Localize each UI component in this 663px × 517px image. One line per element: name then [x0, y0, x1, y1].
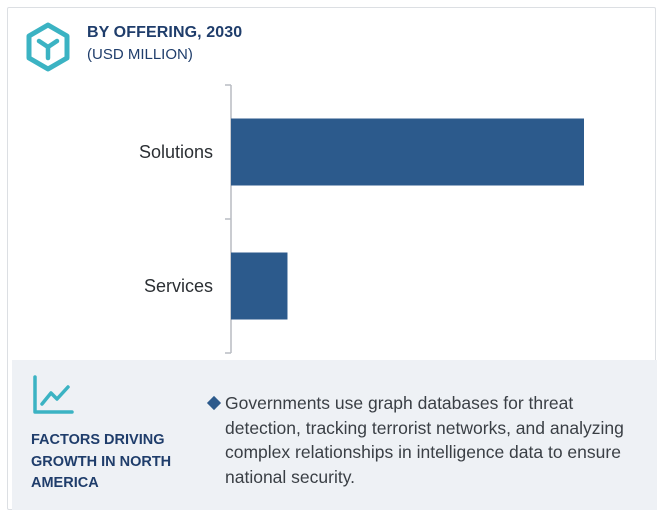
- factor-bullet-text: Governments use graph databases for thre…: [225, 393, 624, 487]
- category-label-solutions: Solutions: [139, 142, 213, 162]
- chart-subtitle: (USD MILLION): [87, 46, 193, 63]
- hexagon-cube-icon: [26, 22, 70, 72]
- chart-title: BY OFFERING, 2030: [87, 24, 243, 41]
- factors-panel: FACTORS DRIVING GROWTH IN NORTH AMERICA …: [12, 360, 657, 510]
- bar-solutions: [231, 118, 584, 186]
- bar-chart: Solutions Services: [139, 84, 584, 354]
- chart-header: BY OFFERING, 2030 (USD MILLION): [25, 20, 425, 76]
- bar-services: [231, 252, 288, 320]
- trend-line-icon: [33, 375, 74, 414]
- bullet-diamond-icon: [206, 395, 222, 411]
- factors-title: FACTORS DRIVING GROWTH IN NORTH AMERICA: [31, 432, 172, 491]
- category-label-services: Services: [144, 276, 213, 296]
